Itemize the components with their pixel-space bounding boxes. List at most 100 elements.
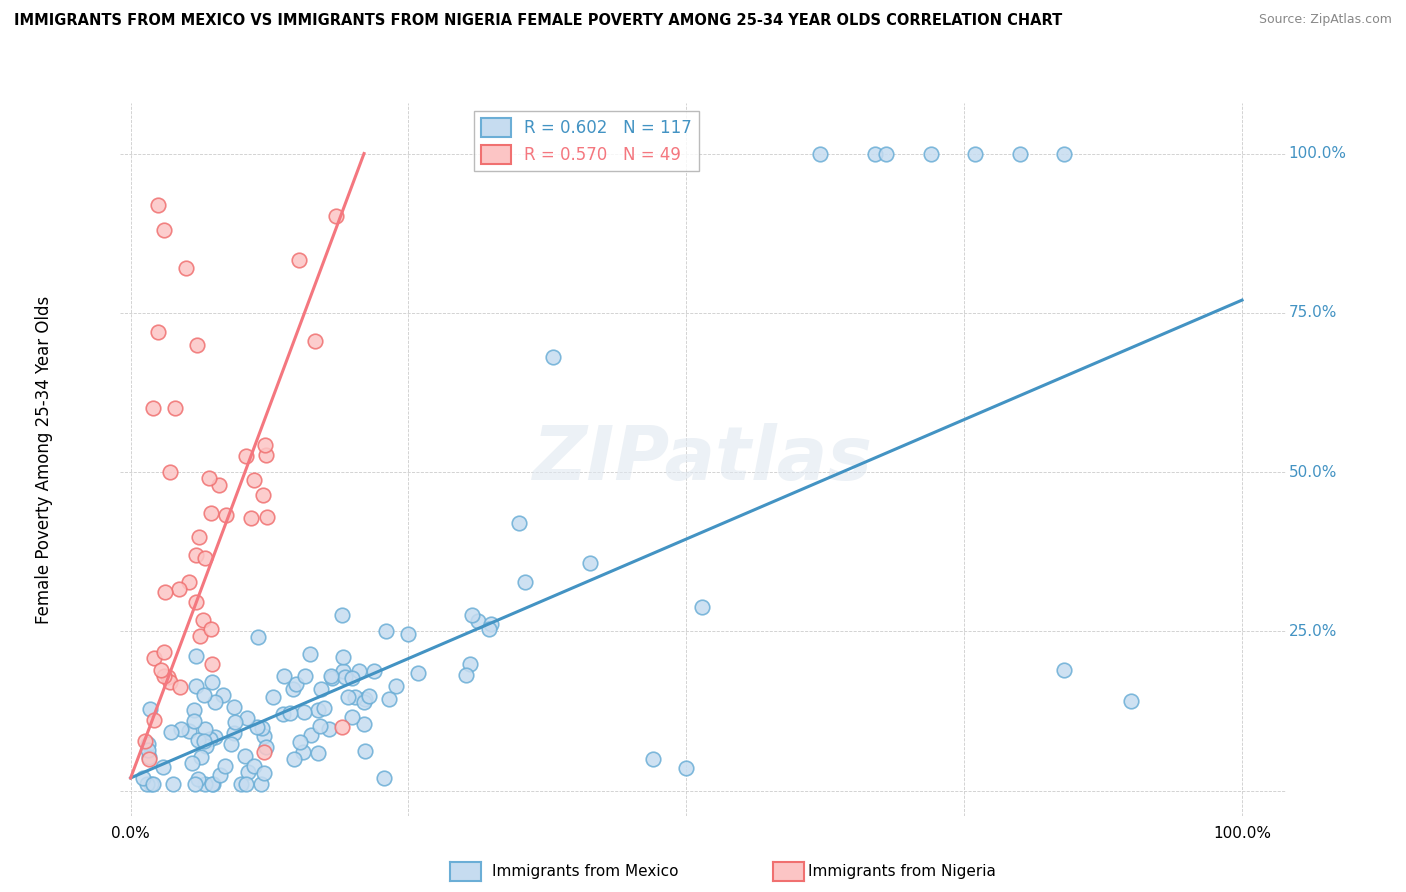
Point xyxy=(200,507,222,521)
Point xyxy=(456,667,478,681)
Point xyxy=(252,721,274,735)
Point xyxy=(458,657,481,671)
Point xyxy=(187,772,209,786)
Point xyxy=(138,750,160,764)
Point xyxy=(219,737,242,751)
Point xyxy=(201,657,224,671)
Point xyxy=(254,438,277,452)
Point xyxy=(384,679,406,693)
Point xyxy=(332,650,354,665)
Point xyxy=(239,511,262,525)
Point xyxy=(344,690,367,704)
Point xyxy=(312,700,335,714)
Point xyxy=(330,720,353,734)
Point xyxy=(235,777,257,791)
Point xyxy=(288,734,311,748)
Point xyxy=(336,690,359,705)
Point xyxy=(142,401,165,416)
Point xyxy=(132,771,155,785)
Point xyxy=(160,724,183,739)
Point xyxy=(183,777,205,791)
Point xyxy=(342,710,364,724)
Point xyxy=(319,669,342,683)
Point xyxy=(675,761,697,775)
Point xyxy=(159,465,181,479)
Point xyxy=(354,744,377,758)
Point xyxy=(190,750,212,764)
Point xyxy=(208,768,231,782)
Point xyxy=(875,146,897,161)
Point xyxy=(641,752,664,766)
Point xyxy=(194,777,217,791)
Text: 50.0%: 50.0% xyxy=(1289,465,1337,480)
Point xyxy=(353,692,375,706)
Point xyxy=(347,665,370,679)
Point xyxy=(309,681,332,696)
Point xyxy=(181,756,204,771)
Point xyxy=(167,582,190,596)
Point xyxy=(224,714,246,729)
Point xyxy=(242,473,264,487)
Point xyxy=(292,745,315,759)
Point xyxy=(134,733,156,747)
Text: Immigrants from Mexico: Immigrants from Mexico xyxy=(492,864,679,879)
Point xyxy=(200,622,222,636)
Point xyxy=(235,449,257,463)
Point xyxy=(398,627,420,641)
Point xyxy=(273,669,295,683)
Point xyxy=(194,551,217,566)
Text: 75.0%: 75.0% xyxy=(1289,305,1337,320)
Point xyxy=(298,648,321,662)
Point xyxy=(238,764,260,779)
Point xyxy=(340,671,363,685)
Point xyxy=(233,748,256,763)
Point xyxy=(288,252,311,267)
Point xyxy=(461,608,484,623)
Point xyxy=(579,556,602,570)
Text: ZIPatlas: ZIPatlas xyxy=(533,423,873,496)
Point xyxy=(184,679,207,693)
Point xyxy=(229,777,252,791)
Point xyxy=(1053,146,1076,161)
Text: Female Poverty Among 25-34 Year Olds: Female Poverty Among 25-34 Year Olds xyxy=(35,295,52,624)
Point xyxy=(253,729,276,743)
Point xyxy=(153,585,176,599)
Point xyxy=(152,760,174,774)
Point xyxy=(184,595,207,609)
Point xyxy=(165,401,187,416)
Point xyxy=(153,645,176,659)
Point xyxy=(187,732,209,747)
Text: 100.0%: 100.0% xyxy=(1289,146,1347,161)
Point xyxy=(299,728,322,742)
Point xyxy=(283,752,305,766)
Point xyxy=(252,488,274,502)
Point xyxy=(214,758,236,772)
Point xyxy=(142,713,165,727)
Point xyxy=(201,777,224,791)
Point xyxy=(479,616,502,631)
Point xyxy=(184,548,207,562)
Point xyxy=(253,766,276,780)
Point xyxy=(143,651,166,665)
Point xyxy=(278,706,301,720)
Point xyxy=(304,334,326,348)
Point xyxy=(186,337,208,351)
Point xyxy=(136,737,159,751)
Point xyxy=(359,689,381,703)
Point xyxy=(193,734,215,748)
Point xyxy=(212,688,235,702)
Point xyxy=(153,669,176,683)
Point xyxy=(318,722,340,736)
Point xyxy=(478,623,501,637)
Point xyxy=(198,732,221,747)
Point xyxy=(513,574,536,589)
Point xyxy=(183,714,205,728)
Point xyxy=(292,706,315,720)
Text: IMMIGRANTS FROM MEXICO VS IMMIGRANTS FROM NIGERIA FEMALE POVERTY AMONG 25-34 YEA: IMMIGRANTS FROM MEXICO VS IMMIGRANTS FRO… xyxy=(14,13,1063,29)
Point xyxy=(236,711,259,725)
Point xyxy=(308,719,330,733)
Point xyxy=(194,722,217,736)
Text: 25.0%: 25.0% xyxy=(1289,624,1337,639)
Point xyxy=(253,746,276,760)
Point xyxy=(408,666,430,681)
